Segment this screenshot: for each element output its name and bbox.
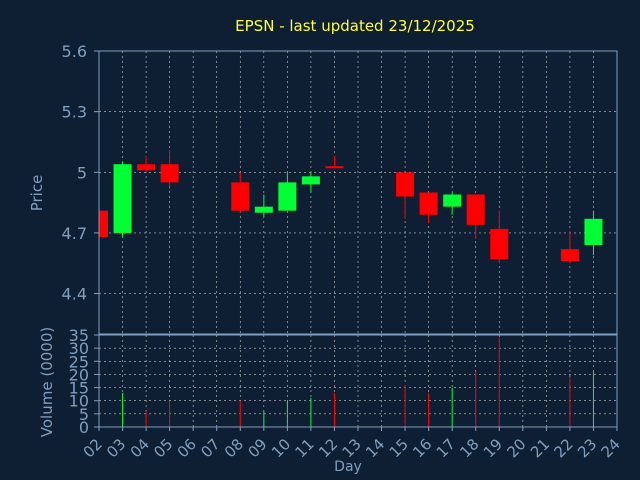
volume-y-tick-label: 15: [69, 379, 89, 398]
chart-title: EPSN - last updated 23/12/2025: [235, 17, 475, 35]
x-tick-label: 15: [386, 435, 412, 461]
x-tick-label: 16: [409, 435, 435, 461]
price-y-tick-label: 5.3: [62, 103, 87, 122]
x-tick-labels: 0203040506070809101112131415161718192021…: [80, 427, 624, 461]
volume-y-tick-label: 0: [79, 418, 89, 437]
candle-body: [301, 176, 320, 185]
candle-body: [584, 218, 603, 246]
x-tick-label: 05: [150, 435, 176, 461]
price-plot-frame: [98, 50, 618, 335]
x-tick-label: 09: [244, 435, 270, 461]
candle-body: [490, 228, 509, 260]
price-candle: [113, 162, 132, 237]
candle-body: [560, 249, 579, 262]
candle-body: [231, 182, 250, 211]
price-candle: [490, 210, 509, 264]
volume-y-tick-label: 35: [69, 326, 89, 345]
x-axis-label: Day: [334, 459, 362, 475]
candle-body: [160, 164, 179, 183]
candle-body: [137, 164, 156, 171]
volume-y-tick-label: 25: [69, 352, 89, 371]
price-candle: [396, 172, 415, 219]
x-tick-label: 08: [221, 435, 247, 461]
x-tick-label: 14: [362, 435, 388, 461]
price-y-tick-label: 5.6: [62, 42, 87, 61]
candle-body: [396, 172, 415, 197]
price-candles: [98, 150, 603, 264]
candle-body: [419, 192, 438, 215]
x-tick-label: 24: [598, 435, 624, 461]
x-tick-label: 11: [292, 435, 318, 461]
price-y-tick-label: 4.4: [62, 285, 87, 304]
candle-body: [99, 210, 108, 237]
x-tick-label: 19: [480, 435, 506, 461]
price-y-axis-label: Price: [28, 175, 46, 212]
volume-y-tick-label: 20: [69, 365, 89, 384]
x-tick-label: 21: [527, 435, 553, 461]
x-tick-label: 20: [503, 435, 529, 461]
x-tick-label: 13: [339, 435, 365, 461]
x-tick-label: 10: [268, 435, 294, 461]
volume-y-axis-label: Volume (0000): [38, 327, 56, 437]
candle-body: [466, 194, 485, 225]
price-candle: [301, 172, 320, 193]
price-candle: [443, 192, 462, 215]
candle-body: [443, 194, 462, 207]
x-tick-label: 17: [433, 435, 459, 461]
candle-body: [113, 164, 132, 233]
price-candle: [137, 156, 156, 173]
price-y-tick-label: 4.7: [62, 224, 87, 243]
candle-body: [254, 206, 273, 213]
x-tick-label: 18: [456, 435, 482, 461]
price-candle: [584, 210, 603, 256]
price-panel: 4.4 4.7 5 5.3 5.6 Price: [28, 42, 618, 335]
price-candle: [278, 172, 297, 211]
price-candle: [419, 192, 438, 223]
volume-y-tick-label: 30: [69, 339, 89, 358]
candle-body: [278, 182, 297, 211]
x-tick-label: 04: [127, 435, 153, 461]
x-tick-label: 23: [574, 435, 600, 461]
x-tick-label: 02: [80, 435, 106, 461]
x-tick-label: 07: [197, 435, 223, 461]
price-candle: [160, 150, 179, 187]
price-y-tick-label: 5: [77, 163, 87, 182]
price-y-ticks: 4.4 4.7 5 5.3 5.6: [62, 42, 99, 304]
volume-y-tick-label: 5: [79, 405, 89, 424]
volume-y-tick-label: 10: [69, 392, 89, 411]
x-tick-label: 22: [551, 435, 577, 461]
price-candle: [98, 210, 108, 237]
price-candle: [254, 194, 273, 217]
price-candle: [466, 194, 485, 239]
candle-body: [325, 166, 344, 169]
price-candle: [231, 172, 250, 213]
volume-bars: [122, 337, 594, 427]
x-tick-label: 06: [174, 435, 200, 461]
volume-grid: [98, 334, 618, 428]
price-candle: [560, 230, 579, 264]
price-candle: [325, 156, 344, 169]
x-tick-label: 03: [103, 435, 129, 461]
x-tick-label: 12: [315, 435, 341, 461]
price-grid: [98, 50, 618, 334]
